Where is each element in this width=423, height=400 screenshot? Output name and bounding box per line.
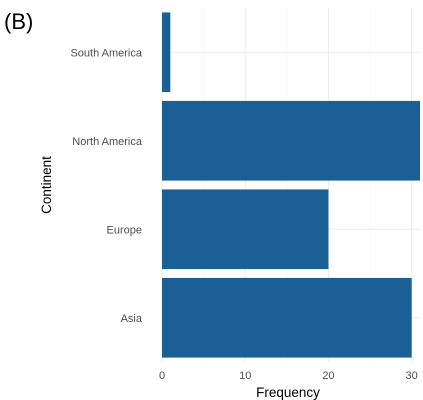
- y-tick-labels: Asia Europe North America South America: [70, 47, 142, 325]
- y-tick-label: South America: [70, 47, 142, 59]
- bar-asia: [162, 277, 412, 358]
- x-tick-label: 0: [159, 370, 165, 382]
- x-tick-labels: 0 10 20 30: [159, 370, 418, 382]
- x-tick-label: 10: [239, 370, 251, 382]
- y-axis-title: Continent: [39, 156, 54, 214]
- panel-tag: (B): [4, 9, 33, 34]
- bar-europe: [162, 189, 329, 270]
- bar-south-america: [162, 12, 171, 93]
- x-tick-label: 20: [322, 370, 334, 382]
- x-axis-title: Frequency: [256, 385, 320, 400]
- bars: [162, 12, 420, 358]
- y-tick-label: North America: [72, 136, 143, 148]
- bar-north-america: [162, 100, 420, 181]
- x-tick-label: 30: [406, 370, 418, 382]
- y-tick-label: Asia: [121, 313, 143, 325]
- y-tick-label: Europe: [107, 224, 142, 236]
